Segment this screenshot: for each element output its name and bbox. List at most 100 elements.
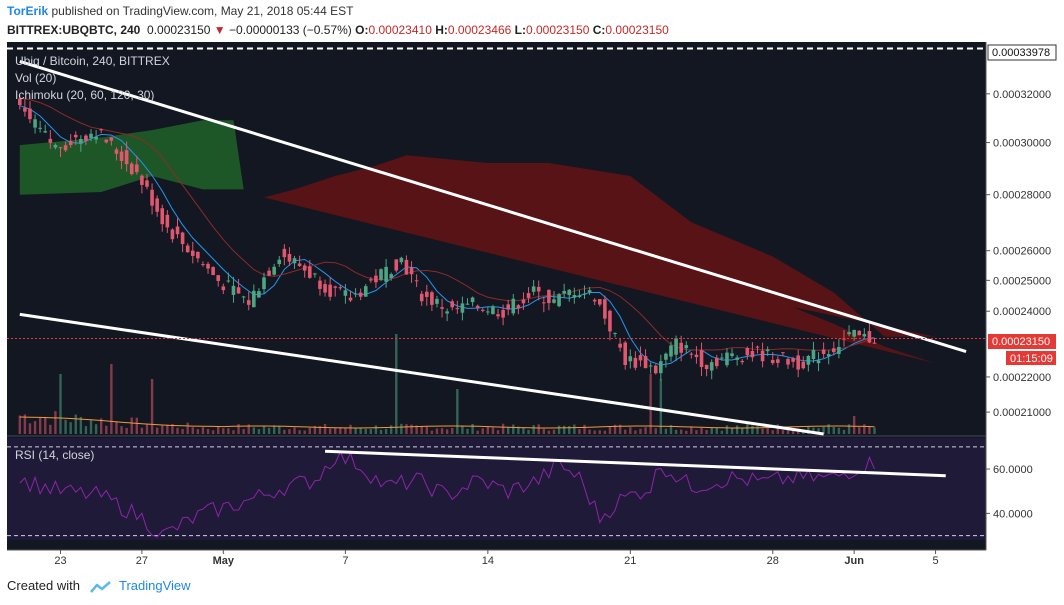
tradingview-link[interactable]: TradingView bbox=[119, 578, 191, 593]
candle-down bbox=[801, 361, 806, 369]
volume-bar bbox=[659, 379, 663, 434]
chart-area[interactable]: 0.00032000 0.00030000 0.00028000 0.00026000… bbox=[0, 42, 1064, 570]
volume-bar bbox=[49, 424, 52, 434]
volume-bar bbox=[613, 424, 617, 434]
candle-up bbox=[577, 295, 582, 298]
volume-bar bbox=[430, 430, 434, 434]
candle-up bbox=[272, 266, 276, 275]
volume-bar bbox=[496, 430, 500, 434]
candle-down bbox=[547, 289, 551, 304]
candle-down bbox=[542, 302, 546, 304]
candle-up bbox=[491, 306, 495, 315]
volume-bar bbox=[196, 429, 200, 434]
candle-down bbox=[185, 245, 190, 253]
volume-bar bbox=[247, 424, 250, 434]
volume-bar bbox=[603, 430, 607, 434]
volume-bar bbox=[868, 425, 871, 434]
volume-bar bbox=[679, 429, 683, 434]
candle-up bbox=[669, 345, 673, 357]
candle-up bbox=[43, 131, 48, 133]
volume-bar bbox=[191, 427, 194, 434]
volume-bar bbox=[471, 423, 474, 434]
candle-up bbox=[257, 291, 261, 298]
volume-bar bbox=[267, 427, 271, 434]
countdown-tag bbox=[1006, 351, 1056, 365]
volume-bar bbox=[817, 428, 820, 434]
candle-up bbox=[730, 353, 734, 356]
candle-down bbox=[23, 107, 27, 112]
volume-bar bbox=[532, 425, 535, 434]
candle-up bbox=[252, 290, 256, 308]
volume-bar bbox=[725, 425, 729, 434]
time-tick-label: 5 bbox=[932, 555, 938, 567]
candle-up bbox=[552, 299, 556, 303]
candle-up bbox=[399, 257, 404, 263]
volume-bar bbox=[837, 427, 841, 434]
candle-up bbox=[435, 298, 439, 304]
candle-down bbox=[140, 175, 144, 185]
price-tick-label: 0.00022000 bbox=[993, 372, 1051, 384]
volume-bar bbox=[125, 427, 128, 434]
price-tick-label: 0.00032000 bbox=[993, 89, 1051, 101]
candle-up bbox=[674, 338, 678, 355]
candle-down bbox=[58, 147, 63, 149]
volume-bar bbox=[252, 427, 256, 434]
candle-down bbox=[18, 98, 22, 106]
candle-down bbox=[480, 309, 485, 311]
volume-bar bbox=[54, 411, 57, 434]
candle-up bbox=[445, 311, 449, 314]
candle-down bbox=[419, 293, 424, 302]
volume-bar bbox=[522, 427, 525, 434]
candle-up bbox=[292, 258, 297, 264]
candle-up bbox=[720, 357, 724, 359]
candle-up bbox=[735, 357, 739, 360]
candle-down bbox=[114, 149, 119, 154]
time-tick-label: Jun bbox=[844, 555, 864, 567]
candle-up bbox=[53, 144, 58, 148]
candle-down bbox=[755, 346, 760, 348]
candle-down bbox=[842, 338, 846, 340]
candle-down bbox=[821, 349, 826, 354]
tenkan-line bbox=[19, 105, 875, 366]
volume-bar bbox=[359, 427, 362, 434]
created-with: Created with bbox=[7, 578, 80, 593]
candle-down bbox=[333, 286, 338, 288]
candle-down bbox=[872, 342, 877, 344]
price-tick-label: 0.00030000 bbox=[993, 138, 1051, 150]
volume-bar bbox=[746, 424, 749, 434]
candle-up bbox=[531, 286, 536, 292]
volume-bar bbox=[873, 427, 876, 434]
volume-bar bbox=[776, 424, 780, 434]
volume-bar bbox=[339, 427, 342, 434]
candle-up bbox=[389, 274, 393, 279]
price-axis[interactable] bbox=[986, 42, 1056, 550]
time-tick-label: May bbox=[213, 555, 235, 567]
volume-bar bbox=[349, 424, 352, 434]
volume-bar bbox=[593, 430, 596, 434]
volume-bar bbox=[257, 429, 261, 434]
candle-down bbox=[155, 198, 159, 212]
candle-down bbox=[699, 350, 704, 368]
candle-down bbox=[603, 299, 607, 319]
volume-bar bbox=[135, 417, 139, 434]
candle-up bbox=[384, 266, 388, 282]
volume-bar bbox=[847, 424, 851, 434]
volume-bar bbox=[761, 428, 764, 434]
volume-bar bbox=[685, 430, 688, 434]
rsi-line bbox=[19, 450, 875, 538]
candle-up bbox=[587, 290, 592, 293]
countdown-label: 01:15:09 bbox=[1010, 353, 1053, 365]
trendline-upper bbox=[19, 60, 967, 354]
volume-bar bbox=[552, 429, 556, 434]
volume-bar bbox=[28, 423, 32, 434]
time-tick-label: 7 bbox=[342, 555, 348, 567]
candle-down bbox=[323, 284, 327, 293]
volume-bar bbox=[512, 424, 515, 434]
candle-down bbox=[374, 275, 378, 283]
candle-down bbox=[786, 358, 790, 365]
kijun-line bbox=[19, 97, 875, 351]
volume-bar bbox=[756, 426, 759, 434]
volume-bar bbox=[69, 422, 72, 434]
candle-down bbox=[348, 297, 353, 301]
author-link[interactable]: TorErik bbox=[7, 4, 49, 18]
